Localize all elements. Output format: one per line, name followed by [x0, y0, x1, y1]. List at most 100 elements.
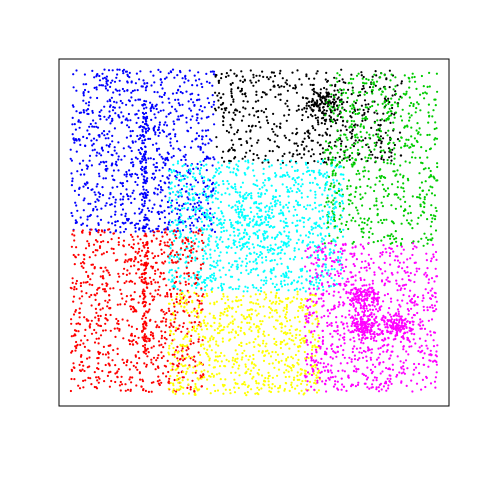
data-point-series-0 — [178, 85, 181, 88]
data-point-series-3 — [281, 212, 284, 215]
data-point-series-2 — [338, 228, 341, 231]
data-point-series-4 — [187, 261, 190, 264]
data-point-series-1 — [263, 91, 266, 94]
data-point-series-1 — [313, 90, 316, 93]
data-point-series-2 — [349, 185, 352, 188]
data-point-series-3 — [209, 216, 213, 219]
data-point-series-5 — [257, 368, 261, 371]
data-point-series-1 — [279, 126, 282, 129]
data-point-series-2 — [382, 195, 385, 198]
data-point-series-0 — [71, 116, 74, 119]
data-point-series-3 — [262, 234, 265, 237]
data-point-series-3 — [277, 252, 280, 255]
data-point-series-2 — [380, 118, 384, 121]
data-point-series-3 — [181, 219, 184, 223]
data-point-series-2 — [414, 80, 417, 83]
data-point-series-3 — [292, 258, 295, 261]
data-point-series-2 — [371, 104, 374, 108]
data-point-series-3 — [207, 215, 210, 218]
data-point-series-3 — [214, 189, 217, 193]
data-point-series-4 — [99, 334, 103, 337]
data-point-series-2 — [360, 123, 363, 126]
data-point-series-3 — [274, 172, 277, 175]
data-point-series-4 — [174, 280, 178, 283]
data-point-series-5 — [231, 307, 234, 310]
data-point-series-3 — [285, 242, 288, 245]
data-point-series-3 — [301, 241, 304, 244]
data-point-series-0 — [69, 157, 72, 160]
data-point-series-0 — [74, 128, 77, 131]
data-point-series-0 — [116, 89, 119, 92]
data-point-series-5 — [316, 317, 319, 320]
data-point-series-2 — [436, 165, 439, 169]
data-point-series-4 — [152, 234, 155, 237]
data-point-series-1 — [255, 90, 258, 93]
data-point-series-0 — [88, 159, 91, 162]
data-point-series-0 — [143, 219, 146, 222]
data-point-series-5 — [187, 392, 191, 395]
data-point-series-0 — [108, 105, 112, 108]
data-point-series-4 — [186, 332, 189, 335]
data-point-series-4 — [143, 269, 146, 272]
data-point-series-2 — [380, 239, 383, 242]
data-point-series-1 — [222, 150, 225, 153]
data-point-series-5 — [304, 297, 307, 300]
data-point-series-3 — [258, 254, 261, 257]
data-point-series-1 — [292, 153, 295, 156]
data-point-series-4 — [143, 264, 146, 267]
data-point-series-3 — [333, 239, 336, 242]
data-point-series-3 — [214, 171, 217, 174]
data-point-series-4 — [200, 302, 203, 305]
data-point-series-0 — [169, 144, 172, 147]
data-point-series-1 — [240, 89, 243, 92]
data-point-series-3 — [267, 220, 270, 224]
data-point-series-4 — [132, 307, 135, 310]
data-point-series-0 — [212, 103, 215, 106]
data-point-series-0 — [133, 197, 136, 200]
data-point-series-3 — [332, 249, 335, 252]
data-point-series-0 — [157, 147, 161, 150]
data-point-series-1 — [254, 81, 258, 84]
data-point-series-3 — [232, 239, 235, 242]
data-point-series-3 — [215, 236, 218, 239]
data-point-series-1 — [281, 77, 284, 80]
data-point-series-5 — [218, 322, 221, 325]
data-point-series-3 — [198, 277, 201, 280]
data-point-series-2 — [391, 183, 394, 186]
data-point-series-0 — [167, 223, 170, 226]
data-point-series-2 — [415, 139, 418, 142]
data-point-series-3 — [334, 196, 337, 199]
data-point-series-0 — [78, 126, 81, 129]
data-point-series-3 — [212, 272, 216, 275]
data-point-series-5 — [254, 338, 257, 341]
data-point-series-4 — [115, 317, 118, 321]
data-point-series-2 — [371, 92, 374, 95]
data-point-series-0 — [115, 76, 118, 79]
data-point-series-0 — [113, 149, 116, 152]
data-point-series-3 — [321, 160, 324, 163]
data-point-series-5 — [285, 359, 288, 362]
data-point-series-5 — [296, 290, 299, 293]
data-point-series-0 — [160, 155, 163, 158]
data-point-series-1 — [235, 74, 238, 77]
data-point-series-1 — [351, 129, 354, 132]
data-point-series-2 — [384, 189, 387, 192]
data-point-series-2 — [368, 133, 371, 136]
data-point-series-0 — [171, 92, 175, 95]
data-point-series-4 — [142, 281, 145, 284]
data-point-series-3 — [257, 255, 260, 259]
data-point-series-1 — [341, 78, 344, 81]
data-point-series-3 — [294, 208, 297, 211]
data-point-series-5 — [278, 386, 281, 389]
data-point-series-0 — [117, 155, 120, 158]
data-point-series-3 — [341, 200, 344, 203]
data-point-series-2 — [358, 172, 361, 175]
data-point-series-4 — [201, 295, 204, 298]
data-point-series-3 — [238, 238, 242, 241]
data-point-series-4 — [93, 371, 96, 374]
data-point-series-1 — [217, 106, 220, 109]
data-point-series-2 — [417, 131, 420, 134]
data-point-series-2 — [399, 173, 402, 176]
data-point-series-3 — [302, 286, 305, 289]
data-point-series-0 — [152, 74, 155, 77]
